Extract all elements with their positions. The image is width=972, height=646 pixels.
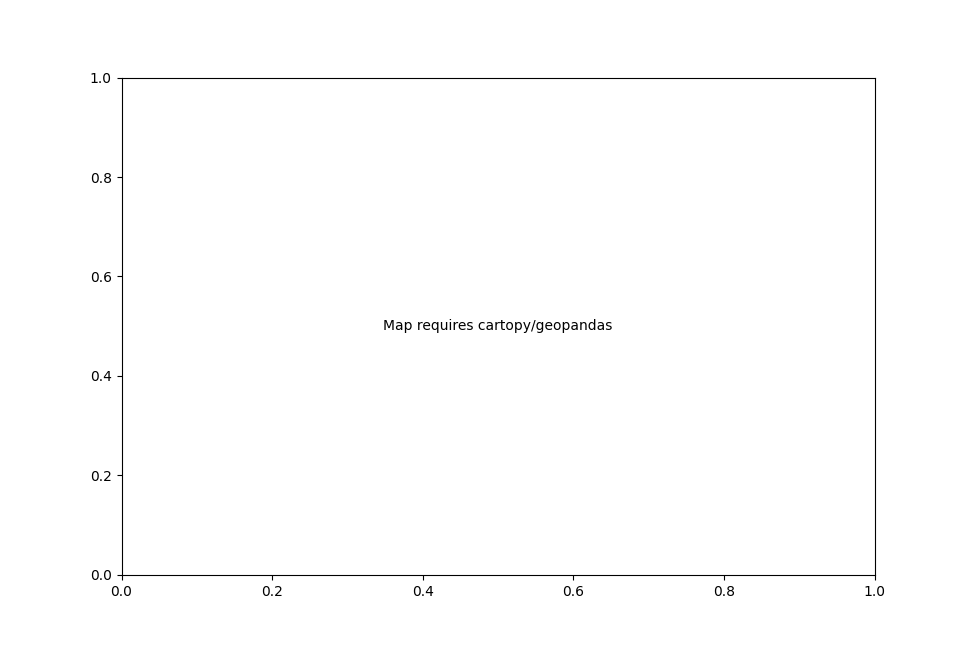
Text: Map requires cartopy/geopandas: Map requires cartopy/geopandas [384, 319, 612, 333]
